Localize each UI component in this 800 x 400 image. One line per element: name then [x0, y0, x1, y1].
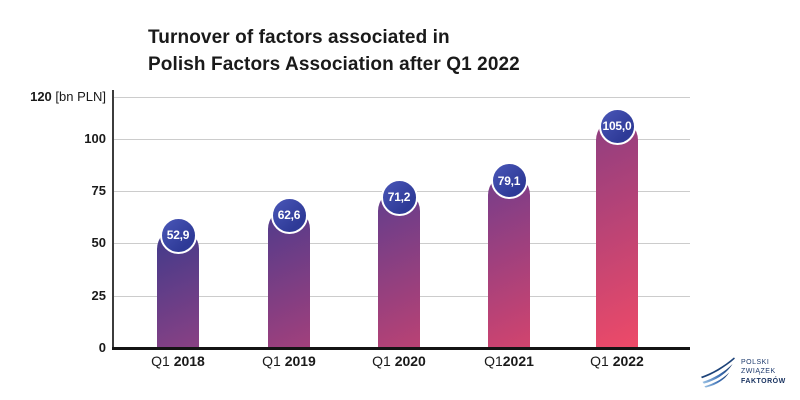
- value-badge-q1-2019: 62,6: [270, 196, 308, 234]
- pzf-logo-line-3: FAKTORÓW: [741, 377, 786, 385]
- x-axis-label-q1-2018: Q1 2018: [151, 353, 205, 369]
- chart-title-line-2: Polish Factors Association after Q1 2022: [148, 54, 520, 75]
- value-badge-q1-2020: 71,2: [380, 178, 418, 216]
- pzf-logo-line-1: POLSKI: [741, 358, 770, 366]
- value-badge-q1-2018: 52,9: [159, 216, 197, 254]
- x-axis-line: [112, 347, 690, 350]
- pzf-logo-line-2: ZWIĄZEK: [741, 368, 776, 376]
- y-axis-tick-label-50: 50: [91, 235, 106, 251]
- pzf-swoosh-icon: [701, 357, 735, 388]
- x-axis-label-q1-2022: Q1 2022: [590, 353, 644, 369]
- bar-q1-2020: [378, 190, 420, 348]
- y-axis-line: [112, 90, 114, 348]
- chart-title-line-1: Turnover of factors associated in: [148, 27, 450, 48]
- x-axis-label-q12021: Q12021: [484, 353, 534, 369]
- y-axis-tick-label-120: 120 [bn PLN]: [30, 89, 106, 104]
- x-axis-label-q1-2020: Q1 2020: [372, 353, 426, 369]
- pzf-logo-text: POLSKI ZWIĄZEK FAKTORÓW: [741, 358, 786, 387]
- polski-zwiazek-faktorow-logo: POLSKI ZWIĄZEK FAKTORÓW: [698, 354, 794, 390]
- y-axis-tick-label-75: 75: [91, 183, 106, 199]
- y-axis-tick-label-0: 0: [98, 340, 106, 355]
- x-axis-label-q1-2019: Q1 2019: [262, 353, 316, 369]
- chart-title: Turnover of factors associated in Polish…: [148, 24, 520, 78]
- gridline-120: [113, 97, 690, 98]
- y-axis-tick-label-25: 25: [91, 287, 106, 303]
- y-axis-tick-label-100: 100: [84, 130, 106, 146]
- value-badge-q1-2022: 105,0: [598, 107, 636, 145]
- gridline-100: [113, 138, 690, 140]
- bar-q12021: [488, 173, 530, 348]
- value-badge-q12021: 79,1: [490, 162, 528, 200]
- bar-q1-2022: [596, 119, 638, 348]
